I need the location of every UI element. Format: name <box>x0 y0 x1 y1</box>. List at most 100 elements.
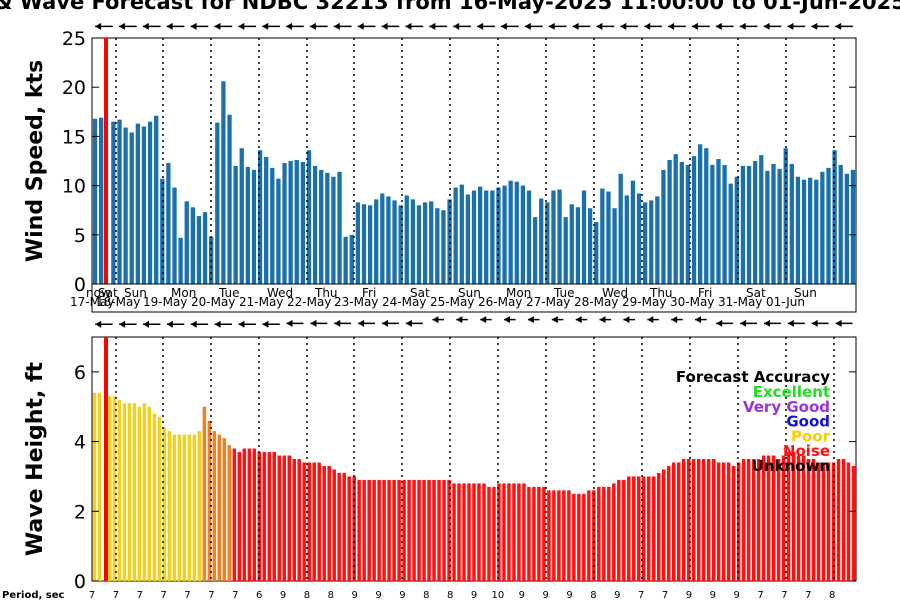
waves-bar <box>137 406 142 581</box>
day-name-label: Thu <box>314 286 338 300</box>
direction-arrow <box>453 22 471 30</box>
direction-arrow-head <box>456 316 463 324</box>
waves-bar <box>202 406 207 581</box>
waves-bar <box>467 483 471 581</box>
waves-bar <box>197 431 202 581</box>
waves-bar <box>746 459 751 581</box>
waves-bar <box>816 462 821 581</box>
waves-bar <box>821 462 826 581</box>
waves-bar <box>462 483 466 581</box>
waves-bar <box>851 465 856 581</box>
waves-bar <box>751 459 756 581</box>
wind-bar <box>777 168 782 284</box>
day-date-label: 23-May <box>334 295 378 309</box>
waves-bar <box>212 431 217 581</box>
day-name-label: Mon <box>506 286 531 300</box>
day-date-label: 21-May <box>239 295 283 309</box>
wind-bar <box>178 237 183 284</box>
wind-bar <box>514 181 519 284</box>
waves-bar <box>721 462 726 581</box>
waves-bar <box>107 396 112 581</box>
period-value: 7 <box>662 590 668 600</box>
waves-bar <box>836 459 841 581</box>
direction-arrow <box>214 320 232 328</box>
waves-bar <box>217 434 222 581</box>
direction-arrow <box>405 319 423 327</box>
waves-bar <box>741 459 746 581</box>
wind-bar <box>435 208 440 284</box>
period-value: 8 <box>423 590 429 600</box>
waves-bar <box>582 493 586 581</box>
waves-bar <box>512 483 516 581</box>
day-date-label: 30-May <box>670 295 714 309</box>
direction-arrow <box>262 22 280 30</box>
direction-arrow-head <box>143 320 149 328</box>
waves-bar <box>117 399 122 581</box>
direction-arrow <box>286 22 304 30</box>
waves-bar <box>706 459 711 581</box>
direction-arrow <box>764 319 781 327</box>
wind-bar <box>331 176 336 284</box>
waves-bar <box>657 472 661 581</box>
waves-bar <box>182 434 187 581</box>
waves-bar <box>477 483 481 581</box>
waves-bar <box>776 459 781 581</box>
waves-bar <box>337 472 341 581</box>
waves-bar <box>362 479 366 581</box>
day-name-label: Sun <box>458 286 481 300</box>
waves-bar <box>237 452 242 581</box>
wind-bar <box>587 208 593 284</box>
wind-bar <box>276 178 281 284</box>
wind-bar <box>832 150 837 284</box>
waves-bar <box>711 459 716 581</box>
waves-bar <box>267 452 272 581</box>
wind-bar <box>526 190 532 284</box>
direction-arrow <box>715 22 734 30</box>
waves-bar <box>507 483 511 581</box>
day-name-label: Wed <box>602 286 628 300</box>
direction-arrow-head <box>620 22 627 30</box>
waves-bar <box>522 483 526 581</box>
wind-bar <box>99 117 104 284</box>
direction-arrow <box>309 22 328 30</box>
wind-bar <box>618 173 623 284</box>
wind-bar <box>184 201 189 284</box>
direction-arrow-head <box>811 319 818 327</box>
waves-bar <box>442 479 446 581</box>
wind-ytick-label: 15 <box>62 126 86 148</box>
accuracy-legend-item: Good <box>786 413 830 431</box>
wind-bar <box>343 236 348 284</box>
wind-bar <box>398 205 403 284</box>
waves-bar <box>162 427 167 581</box>
wind-bar <box>734 176 739 284</box>
waves-bar <box>122 403 127 581</box>
wind-bar <box>814 179 819 284</box>
wind-bar <box>392 200 397 284</box>
waves-ytick-label: 4 <box>74 432 86 454</box>
wind-bar <box>374 199 379 284</box>
waves-bar <box>716 462 721 581</box>
direction-arrow-head <box>432 316 439 324</box>
wind-bar <box>306 150 312 284</box>
direction-arrow <box>527 316 540 324</box>
waves-bar <box>322 465 326 581</box>
waves-bar <box>667 465 671 581</box>
wind-bar <box>264 157 269 284</box>
direction-arrow-head <box>286 319 293 327</box>
waves-bar <box>227 445 232 581</box>
wind-bar <box>600 188 605 284</box>
wind-bar <box>496 187 501 284</box>
wind-bar <box>410 199 416 284</box>
waves-bar <box>242 448 247 581</box>
waves-bar <box>771 455 776 581</box>
accuracy-legend-title: Forecast Accuracy <box>676 368 830 386</box>
wind-bar <box>386 196 391 284</box>
wind-bar <box>575 207 581 284</box>
wind-bar <box>673 154 678 284</box>
waves-bar <box>332 469 336 581</box>
period-value: 7 <box>184 590 190 600</box>
wind-bar <box>471 190 477 284</box>
direction-arrow-head <box>381 22 388 30</box>
day-name-label: Fri <box>698 286 712 300</box>
period-value: 8 <box>328 590 334 600</box>
